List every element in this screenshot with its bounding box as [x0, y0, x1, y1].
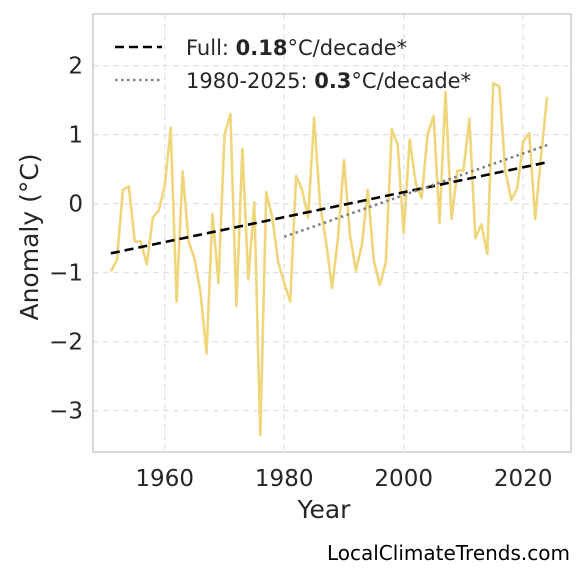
legend-recent-suffix: °C/decade* — [351, 69, 471, 93]
x-axis-ticks: 1960 1980 2000 2020 — [135, 466, 552, 492]
y-axis-ticks: −3 −2 −1 0 1 2 — [49, 54, 83, 425]
y-tick-label: 2 — [68, 54, 83, 80]
x-tick-label: 1960 — [135, 466, 194, 492]
y-axis-label: Anomaly (°C) — [15, 153, 44, 320]
legend-recent-rate: 0.3 — [314, 69, 351, 93]
x-tick-label: 2020 — [494, 466, 553, 492]
legend-full-label: Full: 0.18°C/decade* — [186, 36, 407, 60]
legend: Full: 0.18°C/decade* 1980-2025: 0.3°C/de… — [115, 36, 471, 93]
y-tick-label: −1 — [49, 261, 83, 287]
annual-anomaly-line — [109, 81, 549, 437]
plot-frame — [92, 13, 572, 453]
legend-full-prefix: Full: — [186, 36, 236, 60]
credit-text: LocalClimateTrends.com — [327, 541, 570, 565]
legend-full-suffix: °C/decade* — [288, 36, 408, 60]
y-tick-label: 0 — [68, 192, 83, 218]
grid — [93, 14, 571, 452]
y-tick-label: −3 — [49, 399, 83, 425]
legend-recent-label: 1980-2025: 0.3°C/decade* — [186, 69, 471, 93]
y-tick-label: 1 — [68, 123, 83, 149]
x-axis-label: Year — [297, 495, 352, 524]
x-tick-label: 2000 — [374, 466, 433, 492]
legend-recent-prefix: 1980-2025: — [186, 69, 314, 93]
series-layer — [109, 81, 549, 437]
y-tick-label: −2 — [49, 330, 83, 356]
legend-full-rate: 0.18 — [236, 36, 288, 60]
full-trend-line — [110, 161, 548, 255]
x-tick-label: 1980 — [255, 466, 314, 492]
recent-trend-line — [283, 143, 548, 239]
